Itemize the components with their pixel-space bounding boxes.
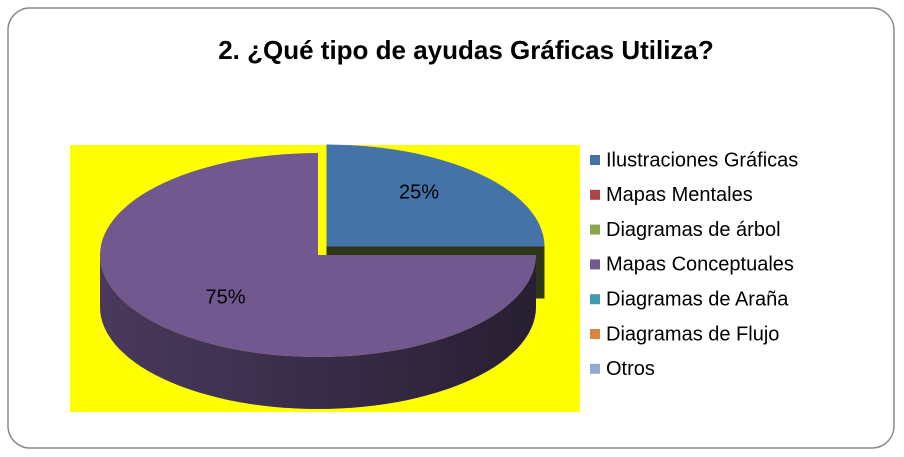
- chart-title: 2. ¿Qué tipo de ayudas Gráficas Utiliza?: [218, 35, 714, 65]
- legend-swatch: [590, 155, 600, 165]
- legend-label: Otros: [606, 358, 655, 380]
- legend-swatch: [590, 329, 600, 339]
- data-label: 75%: [205, 287, 245, 309]
- legend-label: Mapas Conceptuales: [606, 254, 794, 276]
- pie: 25% 75%: [100, 144, 545, 409]
- legend-label: Diagramas de Flujo: [606, 323, 779, 345]
- pie-slice: [100, 153, 536, 409]
- legend-label: Mapas Mentales: [606, 184, 753, 206]
- legend-swatch: [590, 189, 600, 200]
- legend-label: Ilustraciones Gráficas: [606, 149, 798, 171]
- slice-top: [100, 153, 536, 357]
- legend-swatch: [590, 259, 600, 270]
- legend-swatch: [590, 224, 600, 235]
- legend-label: Diagramas de árbol: [606, 219, 781, 241]
- legend-label: Diagramas de Araña: [606, 288, 789, 310]
- legend-swatch: [590, 294, 600, 305]
- legend: Ilustraciones Gráficas Mapas Mentales Diag…: [590, 149, 798, 380]
- legend-swatch: [590, 363, 600, 374]
- data-label: 25%: [399, 182, 439, 204]
- slice-top: [326, 144, 545, 247]
- slice-side-shade: [100, 255, 536, 409]
